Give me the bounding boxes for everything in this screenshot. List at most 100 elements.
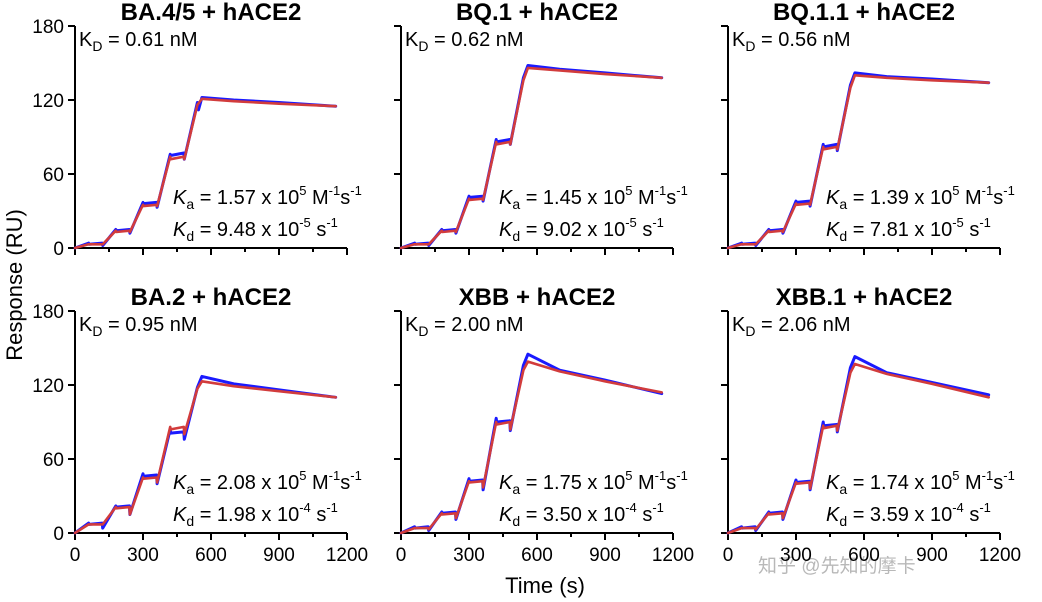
kdiss-unit: s [637,219,653,241]
ka-unit: M [306,187,328,209]
x-tick-label: 300 [453,545,485,566]
kdiss-value: = 9.02 x 10 [520,219,625,241]
ka-exponent: 5 [299,183,306,198]
kdiss-subscript: d [839,513,847,529]
ka-exponent: 5 [625,468,632,483]
x-tick-label: 1200 [979,545,1021,566]
kd-subscript: D [92,38,102,54]
kd-symbol: K [79,29,93,51]
kd-value: = 0.56 nM [755,29,850,51]
panel-title: BA.4/5 + hACE2 [121,0,302,26]
x-tick-label: 1200 [326,545,368,566]
kd-symbol: K [405,314,419,336]
kd-symbol: K [732,314,746,336]
panel-title: XBB.1 + hACE2 [776,284,953,311]
kdiss-unit-exponent: -1 [979,500,991,515]
x-tick-label: 1200 [652,545,694,566]
kdiss-symbol: K [173,504,188,526]
kdiss-symbol: K [826,219,841,241]
ka-unit-exponent: -1 [329,468,341,483]
ka-value: = 2.08 x 10 [194,472,299,494]
ka-symbol: K [499,472,514,494]
kd-annotation: KD = 2.06 nM [732,314,851,339]
kdiss-unit: s [964,504,980,526]
kd-subscript: D [418,38,428,54]
kd-subscript: D [745,323,755,339]
y-tick-label: 180 [32,17,64,38]
ka-unit: s [340,472,350,494]
kdiss-value: = 3.50 x 10 [520,504,625,526]
fit-curve [73,97,338,250]
ka-value: = 1.74 x 10 [847,472,952,494]
ka-annotation: Ka = 1.74 x 105 M-1s-1 [826,468,1015,497]
ka-exponent: 5 [625,183,632,198]
fit-curve [399,360,664,535]
ka-annotation: Ka = 1.45 x 105 M-1s-1 [499,183,688,212]
kdiss-unit-exponent: -1 [652,500,664,515]
kdiss-symbol: K [826,504,841,526]
ka-unit: s [340,187,350,209]
kd-value: = 0.62 nM [428,29,523,51]
ka-unit-exponent: -1 [350,183,362,198]
kdiss-annotation: Kd = 1.98 x 10-4 s-1 [173,500,338,529]
x-tick-label: 300 [127,545,159,566]
ka-unit: M [632,187,654,209]
kdiss-unit: s [637,504,653,526]
x-tick-label: 300 [780,545,812,566]
panel-title: XBB + hACE2 [459,284,616,311]
ka-annotation: Ka = 2.08 x 105 M-1s-1 [173,468,362,497]
kd-annotation: KD = 0.56 nM [732,29,851,54]
kdiss-unit: s [311,219,327,241]
x-axis-label: Time (s) [505,573,585,598]
x-tick-label: 600 [521,545,553,566]
ka-unit-exponent: -1 [1003,183,1015,198]
fit-curve [726,362,991,535]
x-tick-label: 900 [263,545,295,566]
kdiss-unit: s [311,504,327,526]
y-tick-label: 0 [53,239,64,260]
x-tick-label: 600 [848,545,880,566]
ka-exponent: 5 [952,183,959,198]
kdiss-exponent: -5 [625,215,637,230]
ka-value: = 1.45 x 10 [520,187,625,209]
ka-value: = 1.57 x 10 [194,187,299,209]
ka-annotation: Ka = 1.75 x 105 M-1s-1 [499,468,688,497]
ka-subscript: a [839,196,847,212]
ka-unit: s [666,472,676,494]
kdiss-symbol: K [499,504,514,526]
ka-unit-exponent: -1 [676,468,688,483]
ka-value: = 1.75 x 10 [520,472,625,494]
ka-unit-exponent: -1 [982,183,994,198]
kdiss-annotation: Kd = 9.48 x 10-5 s-1 [173,215,338,244]
kd-annotation: KD = 2.00 nM [405,314,524,339]
y-tick-label: 180 [32,302,64,323]
kdiss-annotation: Kd = 9.02 x 10-5 s-1 [499,215,664,244]
kdiss-exponent: -4 [952,500,964,515]
ka-unit: s [666,187,676,209]
watermark-text: 知乎 @先知的摩卡 [758,555,916,577]
fit-curve [726,74,991,250]
x-tick-label: 0 [723,545,734,566]
fit-curve [73,379,338,535]
kdiss-annotation: Kd = 3.50 x 10-4 s-1 [499,500,664,529]
kdiss-subscript: d [839,228,847,244]
kdiss-exponent: -4 [299,500,311,515]
kd-subscript: D [745,38,755,54]
kdiss-value: = 1.98 x 10 [194,504,299,526]
kdiss-value: = 7.81 x 10 [847,219,952,241]
ka-unit-exponent: -1 [1003,468,1015,483]
ka-unit: s [993,472,1003,494]
ka-annotation: Ka = 1.39 x 105 M-1s-1 [826,183,1015,212]
kd-annotation: KD = 0.95 nM [79,314,198,339]
y-tick-label: 60 [43,165,64,186]
kd-subscript: D [92,323,102,339]
kdiss-subscript: d [512,228,520,244]
kdiss-annotation: Kd = 7.81 x 10-5 s-1 [826,215,991,244]
ka-subscript: a [186,481,194,497]
